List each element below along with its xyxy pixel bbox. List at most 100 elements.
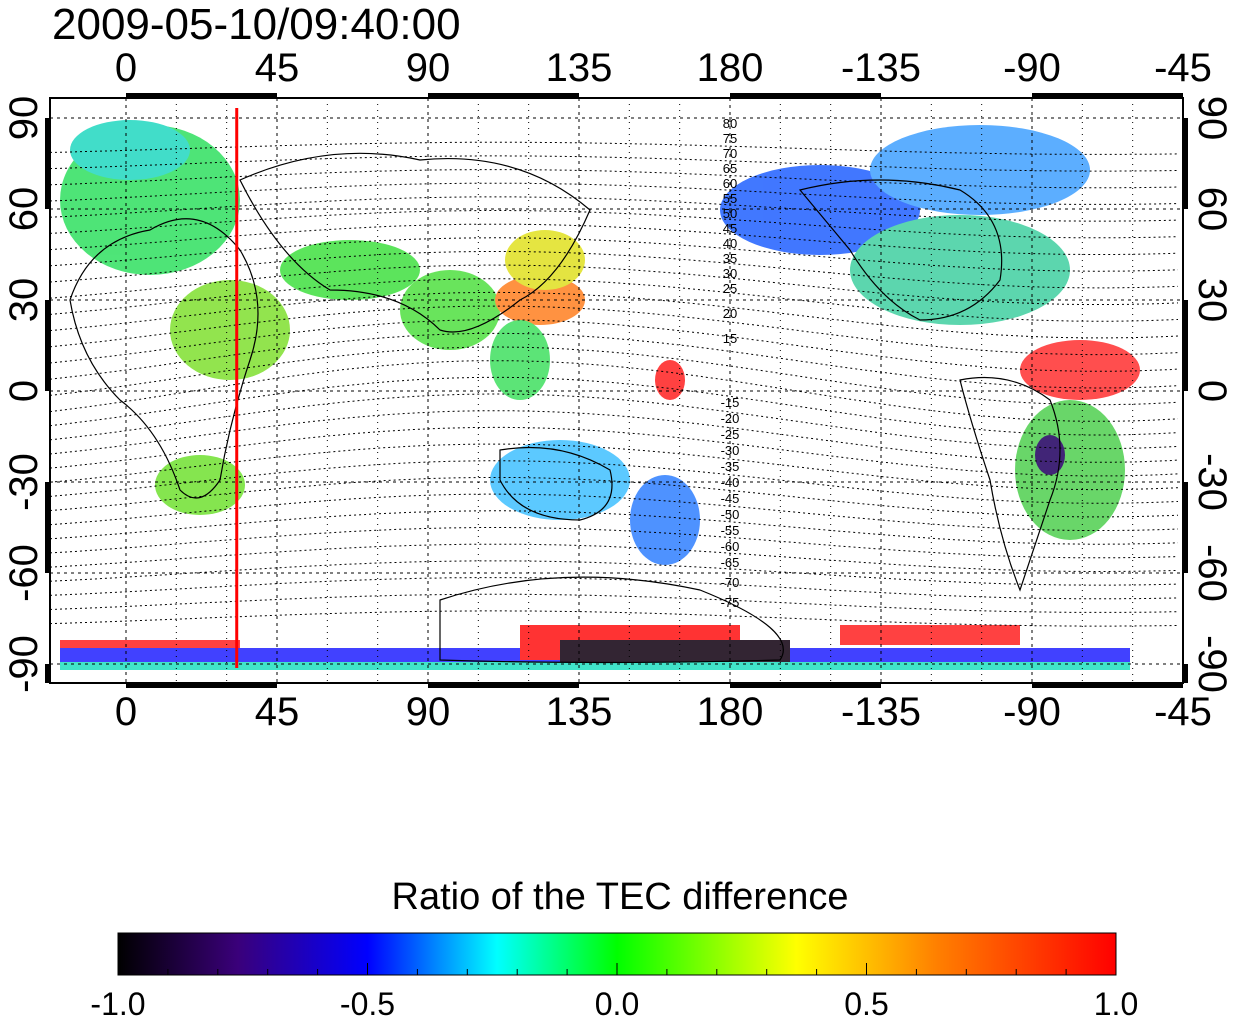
patch-antarctic-cyan xyxy=(60,662,1130,670)
contour-label: -70 xyxy=(721,575,740,590)
right-tick-label: 90 xyxy=(1190,95,1234,141)
contour-label: 55 xyxy=(723,191,737,206)
contour-line xyxy=(50,593,1179,613)
contour-line xyxy=(50,332,1179,389)
patch-antarctic-dark xyxy=(560,640,790,665)
right-tick-label: -60 xyxy=(1190,544,1234,602)
top-tick-label: 45 xyxy=(254,46,300,90)
contour-label: -25 xyxy=(721,427,740,442)
contour-label: 45 xyxy=(723,221,737,236)
contour-line xyxy=(50,527,1179,559)
frame-bar xyxy=(1182,118,1188,209)
left-tick-label: 30 xyxy=(2,277,46,323)
patch-africa-north xyxy=(170,280,290,380)
bottom-tick-label: -135 xyxy=(840,690,922,734)
left-tick-label: 0 xyxy=(2,379,46,403)
top-tick-label: -90 xyxy=(1003,46,1061,90)
contour-line xyxy=(50,477,1179,518)
top-tick-label: 0 xyxy=(114,46,138,90)
frame-bar xyxy=(1182,482,1188,573)
bottom-tick-label: 0 xyxy=(114,690,138,734)
frame-border-bars xyxy=(45,93,1188,688)
colorbar-ticks xyxy=(117,963,1117,975)
contour-label: 80 xyxy=(723,116,737,131)
contour-line xyxy=(50,251,1179,289)
frame-bar xyxy=(730,682,881,688)
frame-bar xyxy=(45,118,51,209)
patch-south-africa xyxy=(155,455,245,515)
contour-line xyxy=(50,319,1179,372)
frame-bar xyxy=(730,93,881,99)
contour-line xyxy=(50,577,1179,600)
contour-label: -75 xyxy=(721,595,740,610)
bottom-tick-label: -45 xyxy=(1154,690,1212,734)
contour-label: -45 xyxy=(721,491,740,506)
patch-nz xyxy=(630,475,700,565)
bottom-tick-label: 90 xyxy=(405,690,451,734)
contour-label: 65 xyxy=(723,161,737,176)
frame-bar xyxy=(428,682,579,688)
bottom-tick-label: 45 xyxy=(254,690,300,734)
contour-label: 75 xyxy=(723,131,737,146)
colorbar-title: Ratio of the TEC difference xyxy=(391,876,849,918)
contour-line xyxy=(50,560,1179,586)
contour-line xyxy=(50,141,1179,155)
patch-antarctic-red-east xyxy=(840,625,1020,645)
frame-bar xyxy=(1032,682,1183,688)
right-tick-label: 0 xyxy=(1190,379,1234,403)
top-tick-label: 90 xyxy=(405,46,451,90)
contour-line xyxy=(50,610,1179,627)
colorbar-tick-label: 1.0 xyxy=(1093,986,1139,1022)
contour-label: 50 xyxy=(723,206,737,221)
contour-line xyxy=(50,155,1179,172)
frame-bar xyxy=(45,482,51,573)
contour-line xyxy=(50,182,1179,205)
contour-line xyxy=(50,376,1179,436)
left-tick-label: -90 xyxy=(2,635,46,693)
contour-line xyxy=(50,237,1179,272)
bottom-tick-label: 180 xyxy=(696,690,764,734)
contour-label: 70 xyxy=(723,146,737,161)
contour-label: 15 xyxy=(723,331,737,346)
contour-label: -40 xyxy=(721,475,740,490)
contour-line xyxy=(50,305,1179,356)
bottom-tick-label: 135 xyxy=(545,690,613,734)
right-tick-label: -30 xyxy=(1190,453,1234,511)
contour-line xyxy=(50,346,1179,406)
patch-india xyxy=(400,270,500,350)
contour-label: -30 xyxy=(721,443,740,458)
patch-usa xyxy=(850,215,1070,325)
right-tick-label: -90 xyxy=(1190,635,1234,693)
colorbar-tick-label: 0.0 xyxy=(594,986,640,1022)
patch-south-america xyxy=(1015,400,1125,540)
frame-bar xyxy=(1182,664,1188,683)
map-timestamp: 2009-05-10/09:40:00 xyxy=(52,0,461,49)
contour-label: 25 xyxy=(723,281,737,296)
left-tick-label: -60 xyxy=(2,544,46,602)
frame-bar xyxy=(45,664,51,683)
contour-label: -35 xyxy=(721,459,740,474)
colorbar-tick-label: 0.5 xyxy=(844,986,889,1022)
contour-label: 30 xyxy=(723,266,737,281)
contour-line xyxy=(50,223,1179,255)
patch-japan xyxy=(505,230,585,290)
contour-line xyxy=(50,210,1179,239)
patch-australia xyxy=(490,440,630,520)
top-tick-label: -45 xyxy=(1154,46,1212,90)
contour-line xyxy=(50,278,1179,322)
contour-label: 20 xyxy=(723,306,737,321)
contour-line xyxy=(50,169,1179,189)
contour-line xyxy=(50,493,1179,531)
patch-central-america xyxy=(1020,340,1140,400)
left-tick-label: 90 xyxy=(2,95,46,141)
contour-line xyxy=(50,543,1179,572)
frame-bar xyxy=(428,93,579,99)
patch-se-asia xyxy=(490,320,550,400)
patch-sa-dark xyxy=(1035,435,1065,475)
contour-line xyxy=(50,291,1179,339)
frame-bar xyxy=(126,93,277,99)
top-tick-label: 135 xyxy=(545,46,613,90)
contour-line xyxy=(50,264,1179,305)
